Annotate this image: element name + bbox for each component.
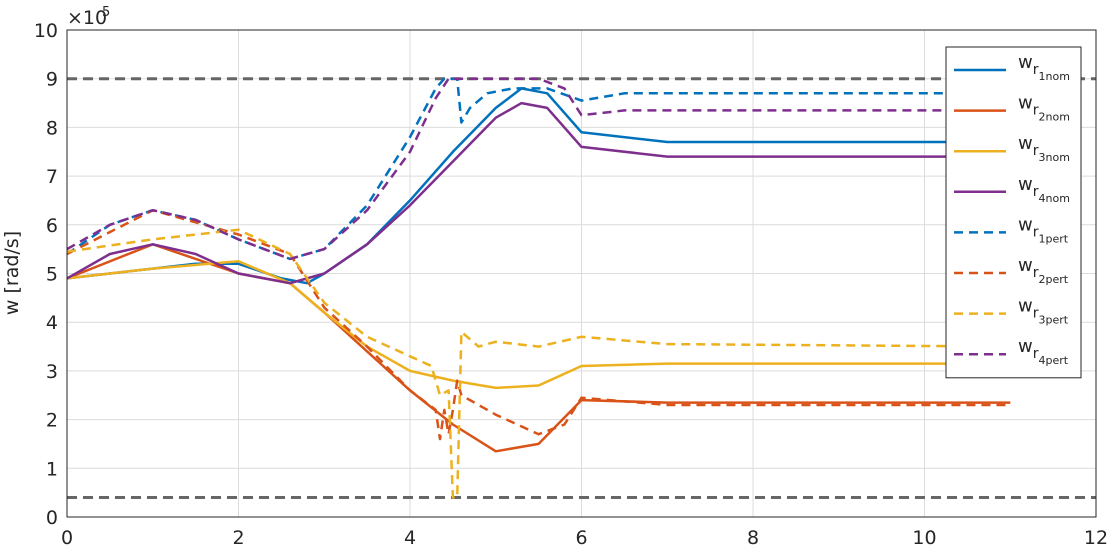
y-tick-label-1: 1 <box>46 458 58 480</box>
y-tick-label-9: 9 <box>46 69 58 91</box>
legend-label-2nom: wr2nom <box>1018 93 1070 124</box>
legend: wr1nom wr2nom wr3nom wr4nom wr1pert wr2pert wr… <box>945 46 1082 379</box>
axis-exponent: ×10 5 <box>67 5 110 29</box>
legend-label-4nom: wr4nom <box>1018 174 1070 205</box>
y-axis-label: w [rad/s] <box>1 231 23 315</box>
x-tick-labels: 0 2 4 6 8 10 12 <box>61 527 1108 548</box>
x-tick-label-1: 2 <box>232 527 244 548</box>
series-lines <box>66 77 1011 499</box>
legend-label-2pert: wr2pert <box>1018 255 1069 286</box>
y-tick-label-4: 4 <box>46 312 58 334</box>
y-tick-label-8: 8 <box>46 117 58 139</box>
exponent-base: ×10 <box>67 7 107 29</box>
y-tick-label-7: 7 <box>46 166 58 188</box>
y-tick-label-3: 3 <box>46 361 58 383</box>
y-tick-label-5: 5 <box>46 264 58 286</box>
legend-label-3nom: wr3nom <box>1018 133 1070 164</box>
y-tick-label-6: 6 <box>46 215 58 237</box>
y-tick-labels: 0 1 2 3 4 5 6 7 8 9 10 <box>34 20 58 529</box>
y-tick-label-10: 10 <box>34 20 58 42</box>
y-tick-label-2: 2 <box>46 410 58 432</box>
x-tick-label-3: 6 <box>575 527 587 548</box>
reference-lines <box>67 77 1096 500</box>
series-line-2pert <box>66 208 1011 441</box>
legend-box <box>945 46 1082 379</box>
x-tick-label-2: 4 <box>404 527 416 548</box>
x-tick-label-6: 12 <box>1084 527 1108 548</box>
legend-label-1nom: wr1nom <box>1018 52 1070 83</box>
x-tick-label-4: 8 <box>747 527 759 548</box>
exponent-power: 5 <box>102 5 110 20</box>
y-tick-label-0: 0 <box>46 507 58 529</box>
x-tick-label-5: 10 <box>912 527 936 548</box>
series-line-4pert <box>66 77 1011 261</box>
series-line-1pert <box>66 77 1011 261</box>
legend-label-3pert: wr3pert <box>1018 296 1069 327</box>
legend-label-1pert: wr1pert <box>1018 214 1069 245</box>
x-tick-label-0: 0 <box>61 527 73 548</box>
series-line-4nom <box>66 101 1011 285</box>
legend-label-4pert: wr4pert <box>1018 336 1069 367</box>
plot-border <box>66 29 1097 518</box>
series-line-3pert <box>66 228 1011 499</box>
series-line-3nom <box>66 260 1011 390</box>
